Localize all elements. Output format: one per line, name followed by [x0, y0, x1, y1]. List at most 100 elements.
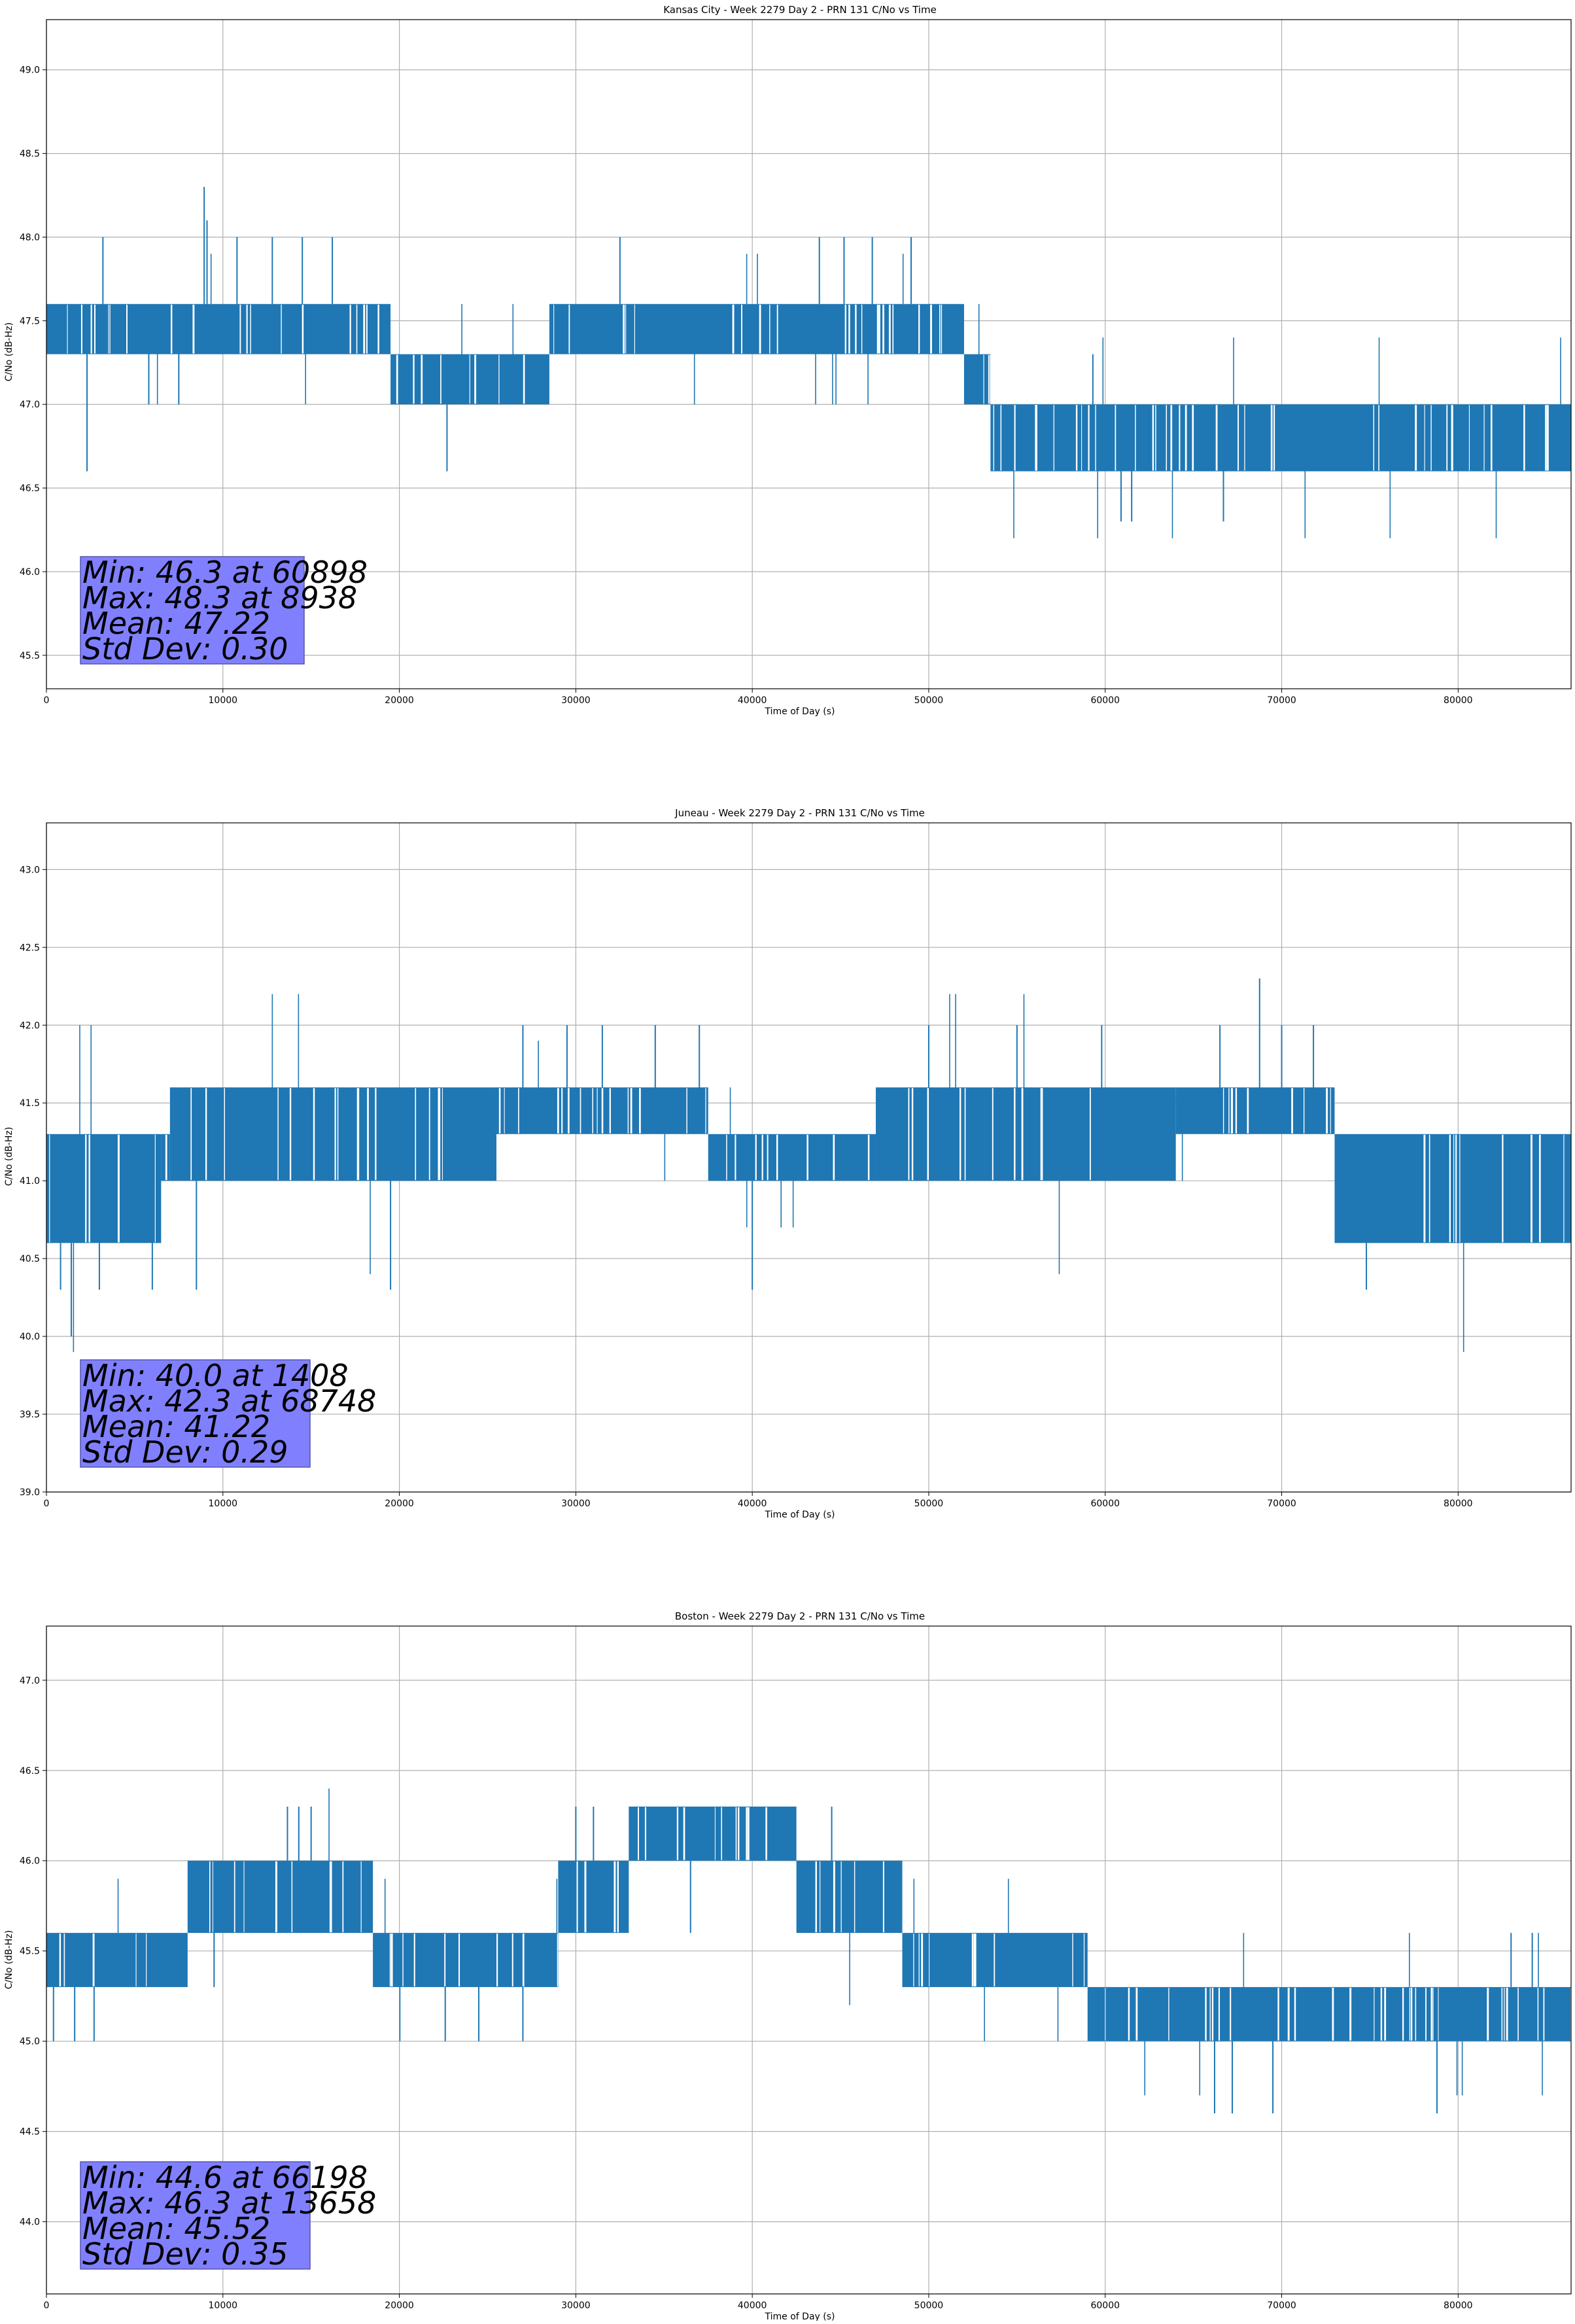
- series-gap: [413, 1934, 415, 1986]
- series-gap: [108, 304, 109, 354]
- series-gap: [474, 355, 477, 404]
- series-gap: [205, 1088, 207, 1181]
- series-gap: [614, 1861, 616, 1933]
- series-gap: [428, 1088, 430, 1181]
- series-gap: [854, 1861, 856, 1933]
- series-gap: [438, 1088, 441, 1181]
- series-gap: [1035, 405, 1037, 471]
- x-tick-label: 20000: [385, 2300, 414, 2311]
- series-gap: [109, 304, 111, 354]
- series-gap: [592, 1088, 593, 1134]
- series-gap: [1326, 1088, 1328, 1134]
- chart-boston: Boston - Week 2279 Day 2 - PRN 131 C/No …: [4, 1610, 1572, 2322]
- series-gap: [1166, 405, 1168, 471]
- series-gap: [601, 1088, 604, 1134]
- y-tick-label: 45.5: [20, 1947, 40, 1957]
- stats-line: Min: 46.3 at 60898: [82, 555, 368, 590]
- series-gap: [741, 304, 742, 354]
- series-gap: [1205, 1987, 1207, 2041]
- x-tick-label: 70000: [1267, 1499, 1296, 1509]
- series-band: [46, 1134, 162, 1243]
- series-gap: [1247, 1088, 1249, 1134]
- x-tick-label: 50000: [914, 2300, 944, 2311]
- series-gap: [360, 1861, 362, 1933]
- series-gap: [848, 304, 850, 354]
- series-gap: [1430, 405, 1432, 471]
- series-gap: [1273, 405, 1275, 471]
- x-tick-label: 30000: [561, 695, 591, 706]
- series-gap: [1428, 1134, 1430, 1243]
- series-gap: [250, 304, 251, 354]
- series-gap: [1014, 1088, 1016, 1181]
- series-gap: [94, 304, 96, 354]
- x-tick-label: 60000: [1090, 1499, 1120, 1509]
- series-gap: [511, 1934, 513, 1986]
- stats-line: Std Dev: 0.35: [82, 2236, 288, 2272]
- x-axis-label: Time of Day (s): [765, 706, 835, 717]
- series-gap: [377, 304, 379, 354]
- series-gap: [992, 1088, 994, 1181]
- series-gap: [523, 355, 525, 404]
- series-gap: [1423, 1134, 1426, 1243]
- series-gap: [580, 1088, 581, 1134]
- series-band: [629, 1806, 797, 1861]
- y-tick-label: 44.5: [20, 2127, 40, 2138]
- series-gap: [983, 355, 984, 404]
- series-gap: [918, 1934, 920, 1986]
- series-gap: [676, 1807, 679, 1860]
- series-gap: [367, 1088, 369, 1181]
- series-gap: [732, 304, 735, 354]
- series-gap: [557, 1934, 558, 1986]
- stats-line: Mean: 45.52: [82, 2211, 270, 2246]
- series-gap: [440, 355, 441, 404]
- series-gap: [1430, 1987, 1432, 2041]
- series-gap: [1222, 1088, 1224, 1134]
- series-gap: [1231, 1088, 1234, 1134]
- series-gap: [170, 304, 173, 354]
- series-gap: [1330, 1088, 1331, 1134]
- series-cno: [46, 186, 1571, 538]
- series-cno: [46, 978, 1571, 1352]
- series-gap: [356, 1088, 358, 1181]
- x-tick-label: 10000: [209, 695, 238, 706]
- chart-title: Kansas City - Week 2279 Day 2 - PRN 131 …: [663, 4, 937, 16]
- series-band: [373, 1933, 559, 1987]
- y-tick-label: 39.5: [20, 1410, 40, 1420]
- series-gap: [576, 1861, 578, 1933]
- series-gap: [911, 1088, 914, 1181]
- plot-frame: [46, 822, 1572, 1493]
- series-gap: [815, 1861, 817, 1933]
- series-gap: [776, 1134, 778, 1181]
- y-tick-label: 45.5: [20, 651, 40, 661]
- chart-juneau: Juneau - Week 2279 Day 2 - PRN 131 C/No …: [4, 807, 1572, 1520]
- series-gap: [971, 1934, 974, 1986]
- series-gap: [234, 1861, 235, 1933]
- stats-line: Min: 44.6 at 66198: [82, 2160, 368, 2195]
- x-tick-label: 40000: [738, 695, 767, 706]
- series-gap: [458, 1934, 460, 1986]
- series-gap: [878, 304, 880, 354]
- y-tick-label: 49.0: [20, 65, 40, 76]
- series-gap: [63, 1934, 65, 1986]
- series-gap: [1192, 405, 1194, 471]
- y-tick-label: 48.5: [20, 149, 40, 160]
- series-gap: [609, 1088, 611, 1134]
- series-gap: [1218, 1987, 1220, 2041]
- series-gap: [277, 1088, 279, 1181]
- series-gap: [975, 1934, 977, 1986]
- y-tick-label: 41.5: [20, 1098, 40, 1109]
- series-gap: [1075, 405, 1078, 471]
- series-gap: [833, 1134, 835, 1181]
- series-cno: [46, 1788, 1572, 2114]
- x-axis-label: Time of Day (s): [765, 1510, 835, 1520]
- series-gap: [1209, 1987, 1211, 2041]
- series-band: [46, 304, 391, 355]
- series-gap: [1455, 1134, 1457, 1243]
- series-gap: [597, 1088, 598, 1134]
- series-gap: [85, 1134, 86, 1243]
- series-gap: [1545, 405, 1547, 471]
- series-gap: [1449, 1134, 1451, 1243]
- series-gap: [402, 1934, 404, 1986]
- series-gap: [994, 1934, 995, 1986]
